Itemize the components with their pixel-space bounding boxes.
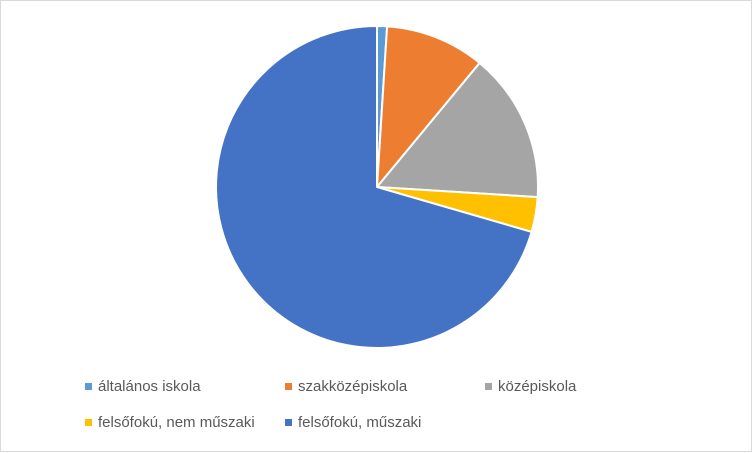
legend-item-kozepiskola: középiskola xyxy=(485,378,576,395)
legend-swatch xyxy=(285,383,292,390)
legend-label: középiskola xyxy=(498,378,577,395)
legend-swatch xyxy=(85,419,92,426)
legend-item-felsofoku-nem-muszaki: felsőfokú, nem műszaki xyxy=(85,414,255,431)
legend-item-felsofoku-muszaki: felsőfokú, műszaki xyxy=(285,414,421,431)
legend-item-altalanos-iskola: általános iskola xyxy=(85,378,201,395)
legend-label: szakközépiskola xyxy=(298,378,408,395)
pie-slice-1 xyxy=(376,25,481,188)
legend-swatch xyxy=(85,383,92,390)
legend-swatch xyxy=(285,419,292,426)
legend-label: általános iskola xyxy=(98,378,201,395)
legend-item-szakkozepiskola: szakközépiskola xyxy=(285,378,407,395)
legend-label: felsőfokú, műszaki xyxy=(298,414,422,431)
legend-swatch xyxy=(485,383,492,390)
legend-label: felsőfokú, nem műszaki xyxy=(98,414,255,431)
pie-slice-4 xyxy=(215,25,533,349)
pie-slice-2 xyxy=(376,61,539,199)
